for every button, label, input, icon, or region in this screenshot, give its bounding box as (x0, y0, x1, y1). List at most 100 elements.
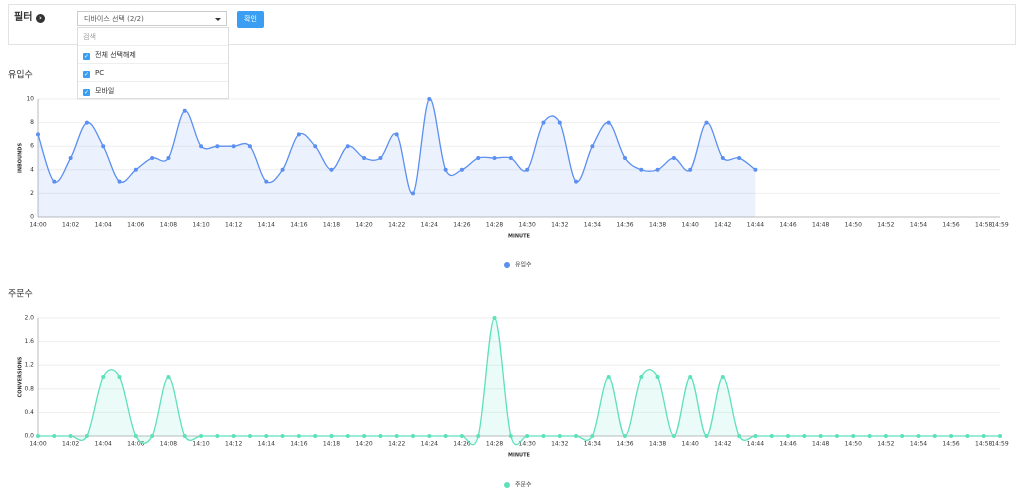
point (345, 434, 350, 438)
point (753, 434, 758, 438)
point (313, 434, 318, 438)
point (655, 167, 660, 172)
point (769, 434, 774, 438)
filter-label: 필터 › (14, 8, 45, 23)
x-tick-label: 14:10 (192, 441, 209, 448)
point (313, 144, 318, 149)
point (574, 434, 579, 438)
x-tick-label: 14:04 (95, 441, 112, 448)
x-tick-label: 14:12 (225, 441, 242, 448)
x-tick-label: 14:32 (551, 222, 568, 229)
point (574, 179, 579, 184)
point (443, 167, 448, 172)
point (476, 156, 481, 160)
y-tick-label: 1.2 (24, 362, 34, 369)
x-tick-label: 14:46 (779, 222, 796, 229)
x-tick-label: 14:20 (355, 441, 372, 448)
x-tick-label: 14:44 (747, 441, 764, 448)
point (68, 156, 73, 160)
x-tick-label: 14:54 (910, 441, 927, 448)
point (378, 156, 383, 160)
point (443, 434, 448, 438)
point (639, 375, 644, 379)
point (541, 120, 546, 125)
y-tick-label: 2.0 (24, 315, 34, 322)
legend-marker (504, 262, 510, 268)
x-tick-label: 14:46 (779, 441, 796, 448)
x-tick-label: 14:50 (845, 441, 862, 448)
device-dropdown[interactable]: 디바이스 선택 (2/2) (77, 11, 227, 26)
point (671, 156, 676, 160)
x-tick-label: 14:16 (290, 441, 307, 448)
y-tick-label: 0 (30, 214, 34, 221)
x-tick-label: 14:40 (682, 222, 699, 229)
x-tick-label: 14:42 (714, 222, 731, 229)
filter-bar (8, 4, 1016, 45)
point (525, 434, 530, 438)
point (378, 434, 383, 438)
x-tick-label: 14:02 (62, 441, 79, 448)
x-tick-label: 14:26 (453, 441, 470, 448)
point (541, 434, 546, 438)
chart-title: 주문수 (8, 289, 33, 300)
option[interactable]: ✓ PC (78, 64, 228, 82)
point (411, 191, 416, 196)
line (37, 98, 756, 195)
y-tick-label: 8 (30, 119, 34, 126)
legend-label: 유입수 (515, 261, 532, 269)
x-tick-label: 14:59 (991, 222, 1008, 229)
point (492, 156, 497, 160)
point (182, 108, 187, 113)
x-tick-label: 14:10 (192, 222, 209, 229)
point (52, 179, 57, 184)
y-tick-label: 1.6 (24, 338, 34, 345)
area (38, 318, 1000, 445)
point (590, 434, 595, 438)
point (606, 375, 611, 379)
confirm-button[interactable]: 확인 (237, 11, 264, 28)
x-tick-label: 14:48 (812, 441, 829, 448)
point (688, 375, 693, 379)
point (280, 167, 285, 172)
point (639, 167, 644, 172)
x-tick-label: 14:20 (355, 222, 372, 229)
y-tick-label: 2 (30, 190, 34, 197)
option[interactable]: ✓ 모바일 (78, 82, 228, 100)
option[interactable]: ✓ 전체 선택해제 (78, 46, 228, 64)
x-tick-label: 14:52 (877, 222, 894, 229)
checkbox[interactable]: ✓ (83, 71, 90, 78)
x-tick-label: 14:36 (616, 441, 633, 448)
point (949, 434, 954, 438)
legend-marker (504, 482, 510, 488)
point (427, 434, 432, 438)
point (786, 434, 791, 438)
y-tick-label: 0.4 (24, 409, 34, 416)
checkbox[interactable]: ✓ (83, 89, 90, 96)
point (84, 120, 89, 125)
checkbox[interactable]: ✓ (83, 53, 90, 60)
point (231, 434, 236, 438)
point (117, 179, 122, 184)
point (182, 434, 187, 438)
x-tick-label: 14:30 (519, 222, 536, 229)
point (199, 144, 204, 149)
x-tick-label: 14:06 (127, 222, 144, 229)
search-input[interactable]: 검색 (78, 28, 228, 46)
x-tick-label: 14:48 (812, 222, 829, 229)
x-tick-label: 14:14 (258, 441, 275, 448)
x-tick-label: 14:14 (258, 222, 275, 229)
point (916, 434, 921, 438)
point (834, 434, 839, 438)
point (280, 434, 285, 438)
point (508, 434, 513, 438)
x-axis-label: MINUTE (508, 453, 530, 459)
point (247, 144, 252, 149)
point (459, 167, 464, 172)
dropdown-panel: 검색 ✓ 전체 선택해제 ✓ PC ✓ 모바일 (77, 27, 229, 100)
y-axis-label: INBOUNDS (18, 143, 24, 174)
x-tick-label: 14:26 (453, 222, 470, 229)
point (655, 375, 660, 379)
point (166, 156, 171, 160)
point (492, 316, 497, 320)
